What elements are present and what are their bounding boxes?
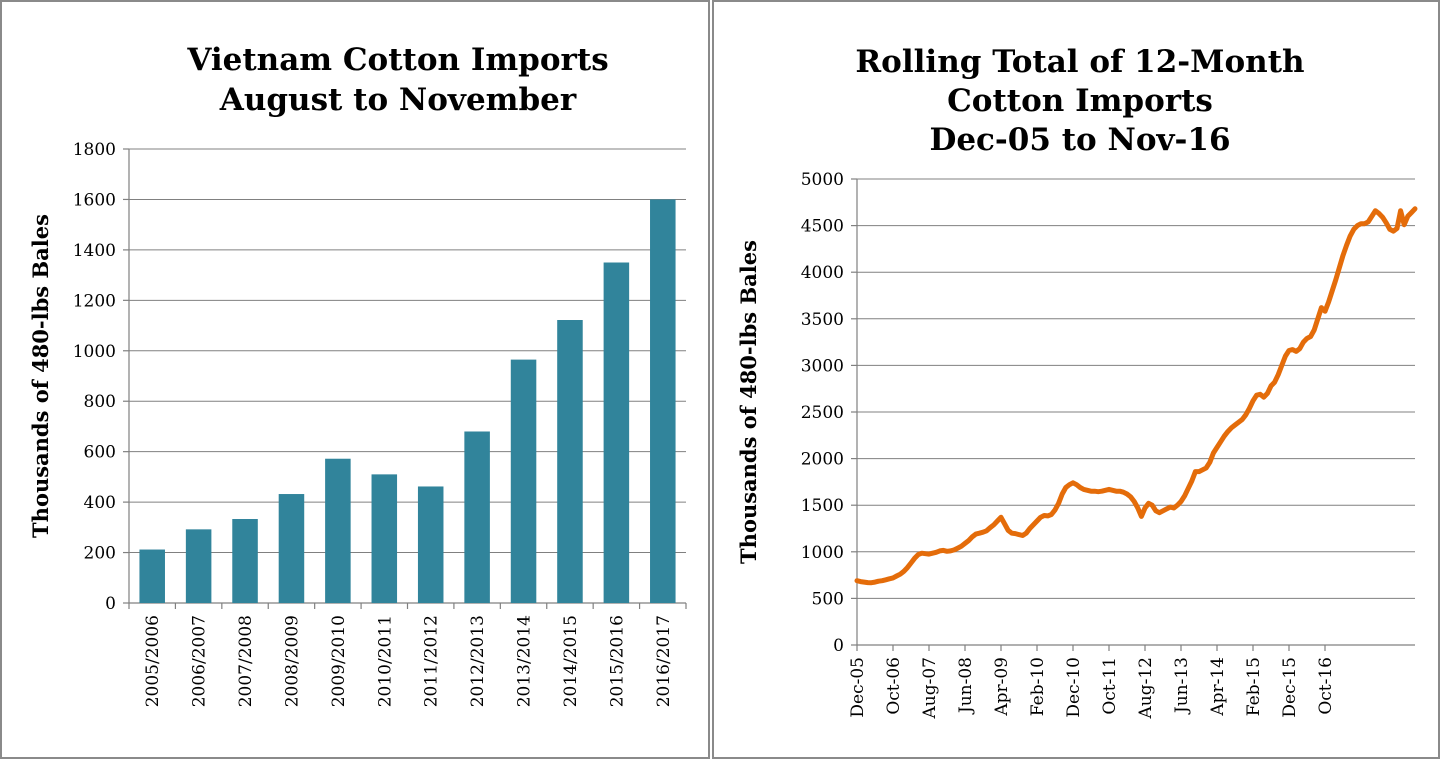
x-tick-label: 2014/2015 — [561, 615, 581, 707]
x-tick-label: Apr-14 — [1208, 657, 1228, 717]
x-tick-label: 2013/2014 — [515, 615, 535, 707]
y-tick-label: 1000 — [801, 543, 844, 563]
x-tick-label: Apr-09 — [992, 657, 1012, 717]
bar — [185, 529, 212, 603]
y-tick-label: 0 — [105, 594, 116, 614]
y-tick-label: 1200 — [73, 291, 116, 311]
x-tick-label: Jun-13 — [1172, 657, 1192, 715]
chart-title: Dec-05 to Nov-16 — [929, 122, 1230, 158]
x-tick-label: Feb-10 — [1028, 657, 1048, 716]
y-tick-label: 500 — [812, 589, 844, 609]
y-tick-label: 0 — [833, 636, 844, 656]
bar — [464, 431, 490, 603]
series-line — [854, 206, 1418, 586]
x-tick-label: Dec-15 — [1280, 657, 1300, 718]
bar — [139, 549, 165, 603]
y-tick-label: 1000 — [73, 342, 116, 362]
x-tick-label: Feb-15 — [1244, 657, 1264, 716]
y-tick-label: 1800 — [73, 140, 116, 160]
y-axis-label: Thousands of 480-lbs Bales — [28, 214, 53, 538]
bar — [603, 262, 630, 603]
x-tick-label: Jun-08 — [956, 657, 976, 715]
x-tick-label: 2016/2017 — [654, 615, 674, 707]
y-tick-label: 600 — [84, 443, 116, 463]
y-tick-label: 3500 — [801, 310, 844, 330]
bar — [557, 320, 583, 603]
chart-title: Vietnam Cotton Imports — [186, 42, 608, 78]
x-tick-label: Dec-10 — [1064, 657, 1084, 718]
y-tick-label: 4500 — [801, 217, 844, 237]
x-tick-label: 2015/2016 — [607, 615, 627, 707]
bar-chart: Vietnam Cotton Imports August to November… — [28, 42, 687, 707]
y-tick-label: 2000 — [801, 450, 844, 470]
x-tick-label: 2012/2013 — [468, 615, 488, 707]
y-tick-label: 2500 — [801, 403, 844, 423]
bar — [325, 458, 351, 603]
x-tick-label: 2008/2009 — [282, 615, 302, 707]
y-tick-label: 3000 — [801, 356, 844, 376]
y-tick-label: 200 — [84, 544, 116, 564]
x-tick-label: 2009/2010 — [329, 615, 349, 707]
x-tick-label: Oct-16 — [1316, 657, 1336, 715]
y-tick-label: 1600 — [73, 190, 116, 210]
bar — [371, 474, 398, 603]
y-tick-label: 800 — [84, 392, 116, 412]
y-tick-label: 400 — [84, 493, 116, 513]
x-tick-label: Oct-11 — [1100, 657, 1120, 715]
chart-title: Cotton Imports — [947, 83, 1213, 119]
right-chart-panel: Rolling Total of 12-Month Cotton Imports D… — [712, 0, 1440, 759]
x-tick-label: 2007/2008 — [236, 615, 256, 707]
x-tick-label: Dec-05 — [848, 657, 868, 718]
x-tick-label: Aug-07 — [920, 657, 940, 719]
y-tick-label: 4000 — [801, 263, 844, 283]
bar — [232, 519, 258, 603]
x-tick-label: 2006/2007 — [190, 615, 210, 707]
y-tick-label: 1400 — [73, 241, 116, 261]
y-axis-label: Thousands of 480-lbs Bales — [736, 240, 761, 564]
bar — [278, 494, 305, 603]
bar — [417, 486, 444, 603]
x-tick-label: 2010/2011 — [375, 615, 395, 707]
x-tick-label: 2011/2012 — [422, 615, 442, 707]
y-tick-label: 1500 — [801, 496, 844, 516]
x-tick-label: Oct-06 — [884, 657, 904, 715]
x-tick-label: Aug-12 — [1136, 657, 1156, 719]
chart-title: Rolling Total of 12-Month — [855, 44, 1304, 80]
left-chart-panel: Vietnam Cotton Imports August to November… — [0, 0, 710, 759]
x-tick-label: 2005/2006 — [143, 615, 163, 707]
bar — [650, 199, 676, 603]
y-tick-label: 5000 — [801, 170, 844, 190]
chart-title: August to November — [219, 82, 577, 118]
bar — [510, 359, 537, 603]
